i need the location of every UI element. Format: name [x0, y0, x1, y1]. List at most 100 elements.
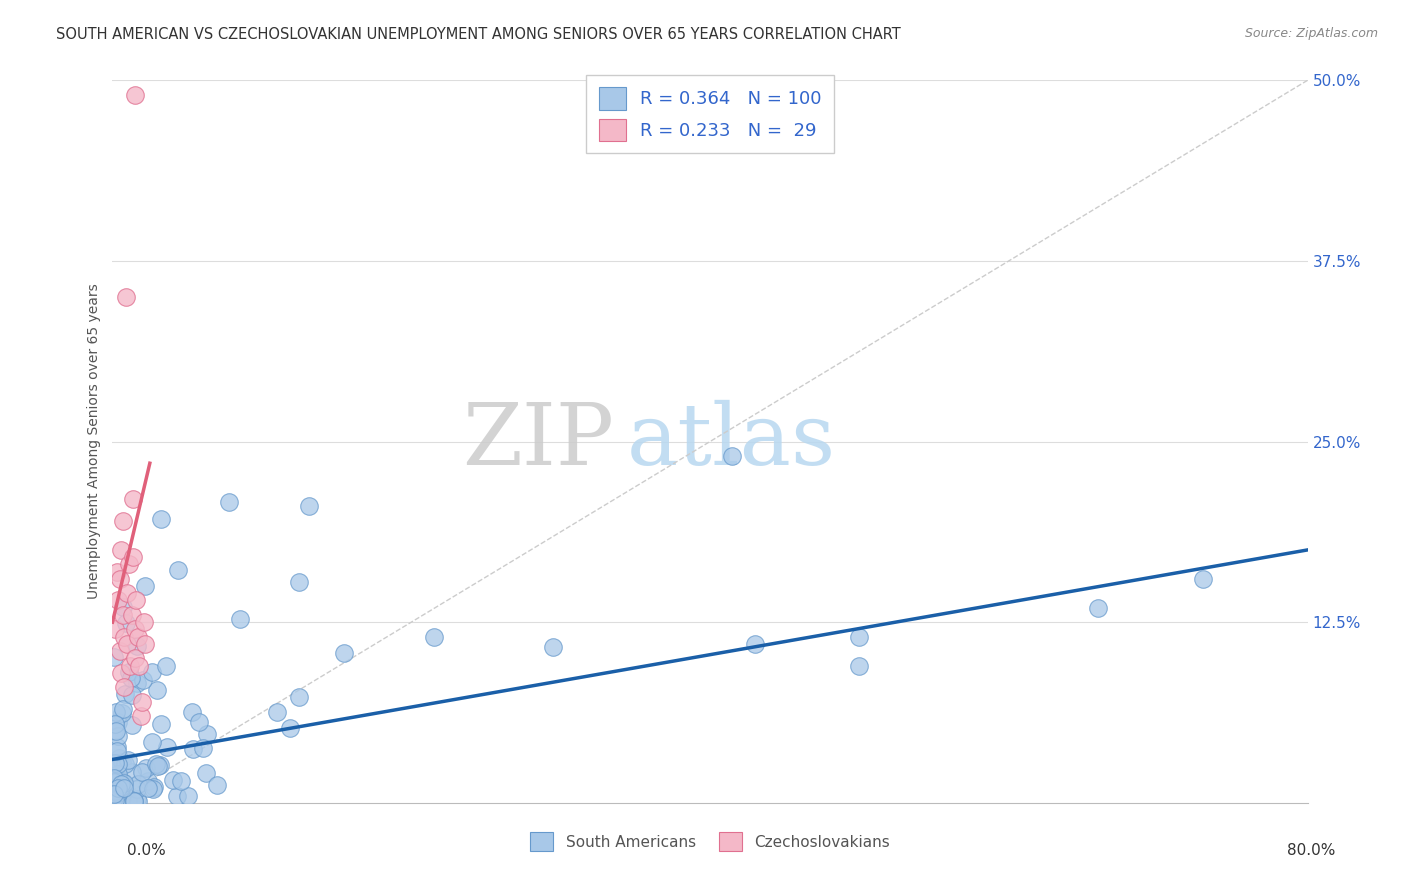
Point [117, 753, 139, 767]
Point [103, 789, 125, 803]
Point [103, 723, 125, 738]
Point [112, 776, 135, 790]
Text: 0.0%: 0.0% [127, 843, 166, 858]
Point [105, 774, 128, 789]
Point [108, 572, 131, 586]
Point [122, 492, 145, 507]
Point [278, 721, 301, 735]
Point [333, 646, 356, 660]
Point [422, 630, 444, 644]
Point [114, 680, 135, 694]
Point [105, 740, 128, 755]
Point [1192, 572, 1215, 586]
Point [110, 780, 132, 794]
Point [124, 623, 146, 637]
Point [134, 579, 156, 593]
Point [124, 651, 146, 665]
Point [1087, 600, 1109, 615]
Point [121, 688, 143, 702]
Point [127, 794, 149, 808]
Point [121, 718, 143, 732]
Point [125, 792, 148, 806]
Point [166, 563, 188, 577]
Point [128, 658, 150, 673]
Point [108, 644, 131, 658]
Point [205, 778, 228, 792]
Point [107, 758, 129, 772]
Point [114, 756, 136, 771]
Point [114, 630, 135, 644]
Point [110, 542, 132, 557]
Text: 80.0%: 80.0% [1288, 843, 1336, 858]
Point [110, 777, 132, 791]
Point [195, 727, 218, 741]
Point [121, 765, 143, 780]
Point [288, 690, 311, 705]
Point [177, 789, 200, 803]
Point [125, 781, 148, 796]
Point [121, 607, 143, 622]
Point [122, 794, 145, 808]
Point [848, 658, 870, 673]
Point [103, 793, 125, 807]
Point [107, 714, 129, 729]
Point [146, 683, 169, 698]
Point [188, 714, 211, 729]
Point [120, 672, 142, 686]
Point [104, 756, 127, 770]
Point [127, 630, 149, 644]
Point [117, 637, 139, 651]
Point [166, 789, 188, 804]
Point [150, 511, 173, 525]
Point [103, 650, 125, 665]
Point [103, 717, 125, 731]
Point [155, 740, 177, 755]
Point [105, 565, 128, 579]
Point [103, 774, 125, 789]
Point [162, 773, 184, 788]
Point [111, 706, 134, 721]
Point [122, 794, 145, 808]
Point [107, 766, 129, 780]
Point [107, 756, 129, 771]
Point [721, 449, 744, 463]
Point [118, 665, 141, 679]
Point [266, 705, 288, 719]
Point [122, 550, 145, 565]
Point [228, 612, 250, 626]
Point [141, 665, 163, 679]
Point [104, 623, 127, 637]
Point [541, 640, 564, 654]
Point [146, 759, 169, 773]
Point [117, 586, 139, 600]
Point [105, 775, 128, 789]
Point [134, 637, 156, 651]
Text: Source: ZipAtlas.com: Source: ZipAtlas.com [1244, 27, 1378, 40]
Point [142, 780, 165, 794]
Point [111, 607, 134, 622]
Point [112, 599, 135, 614]
Point [149, 758, 172, 772]
Point [111, 702, 134, 716]
Point [298, 499, 321, 513]
Point [131, 765, 153, 780]
Point [127, 777, 149, 791]
Point [103, 787, 125, 801]
Point [115, 290, 138, 304]
Point [114, 615, 136, 630]
Point [104, 706, 127, 720]
Point [848, 630, 870, 644]
Point [104, 784, 127, 798]
Point [136, 773, 159, 788]
Point [155, 658, 177, 673]
Y-axis label: Unemployment Among Seniors over 65 years: Unemployment Among Seniors over 65 years [87, 284, 101, 599]
Legend: South Americans, Czechoslovakians: South Americans, Czechoslovakians [522, 823, 898, 860]
Point [117, 794, 139, 808]
Point [118, 558, 141, 572]
Point [103, 771, 125, 785]
Point [103, 791, 125, 805]
Point [112, 780, 135, 795]
Point [125, 593, 148, 607]
Point [110, 665, 132, 680]
Point [131, 695, 153, 709]
